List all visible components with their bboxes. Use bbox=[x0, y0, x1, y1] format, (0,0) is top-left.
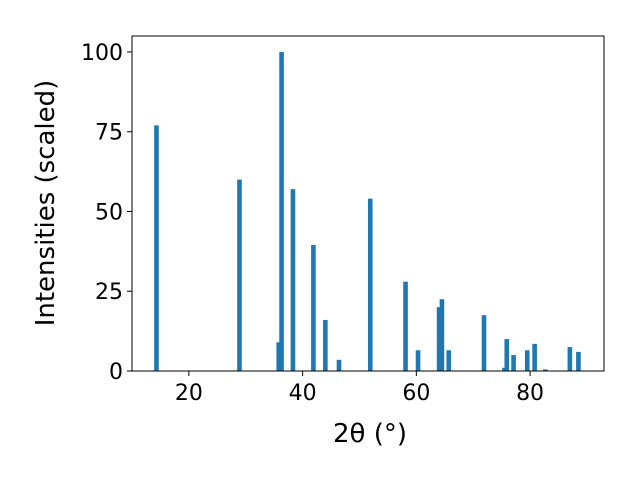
bar bbox=[439, 299, 445, 371]
bar bbox=[567, 347, 573, 371]
bar bbox=[311, 244, 316, 371]
y-tick-label: 75 bbox=[95, 121, 123, 146]
plot-frame bbox=[131, 35, 605, 372]
x-axis-ticks: 20 40 60 80 bbox=[175, 371, 544, 406]
y-tick-label: 50 bbox=[95, 200, 123, 225]
y-axis-ticks: 0 25 50 75 100 bbox=[81, 41, 132, 385]
bar bbox=[446, 350, 452, 371]
y-tick-label: 25 bbox=[95, 280, 123, 305]
bar bbox=[154, 125, 159, 371]
bar bbox=[403, 281, 408, 371]
bar bbox=[336, 359, 342, 371]
bar bbox=[290, 189, 296, 371]
bar bbox=[576, 351, 581, 371]
x-axis-label: 2θ (°) bbox=[333, 419, 407, 449]
bar bbox=[436, 307, 442, 371]
bar bbox=[237, 179, 242, 371]
x-tick-label: 20 bbox=[175, 381, 203, 406]
bar bbox=[323, 319, 328, 371]
x-tick-label: 80 bbox=[516, 381, 544, 406]
bar bbox=[504, 339, 510, 371]
bar bbox=[532, 343, 537, 371]
x-tick-label: 40 bbox=[289, 381, 317, 406]
x-tick-label: 60 bbox=[402, 381, 430, 406]
bar bbox=[415, 350, 421, 371]
y-tick-label: 100 bbox=[81, 41, 123, 66]
bars-group bbox=[154, 51, 581, 371]
bar bbox=[367, 198, 373, 371]
bar bbox=[524, 350, 530, 371]
bar bbox=[543, 369, 548, 371]
y-tick-label: 0 bbox=[109, 360, 123, 385]
y-axis-label: Intensities (scaled) bbox=[31, 80, 61, 327]
bar bbox=[276, 342, 282, 371]
bar bbox=[481, 315, 487, 371]
bar bbox=[279, 51, 284, 371]
bar bbox=[511, 355, 516, 371]
